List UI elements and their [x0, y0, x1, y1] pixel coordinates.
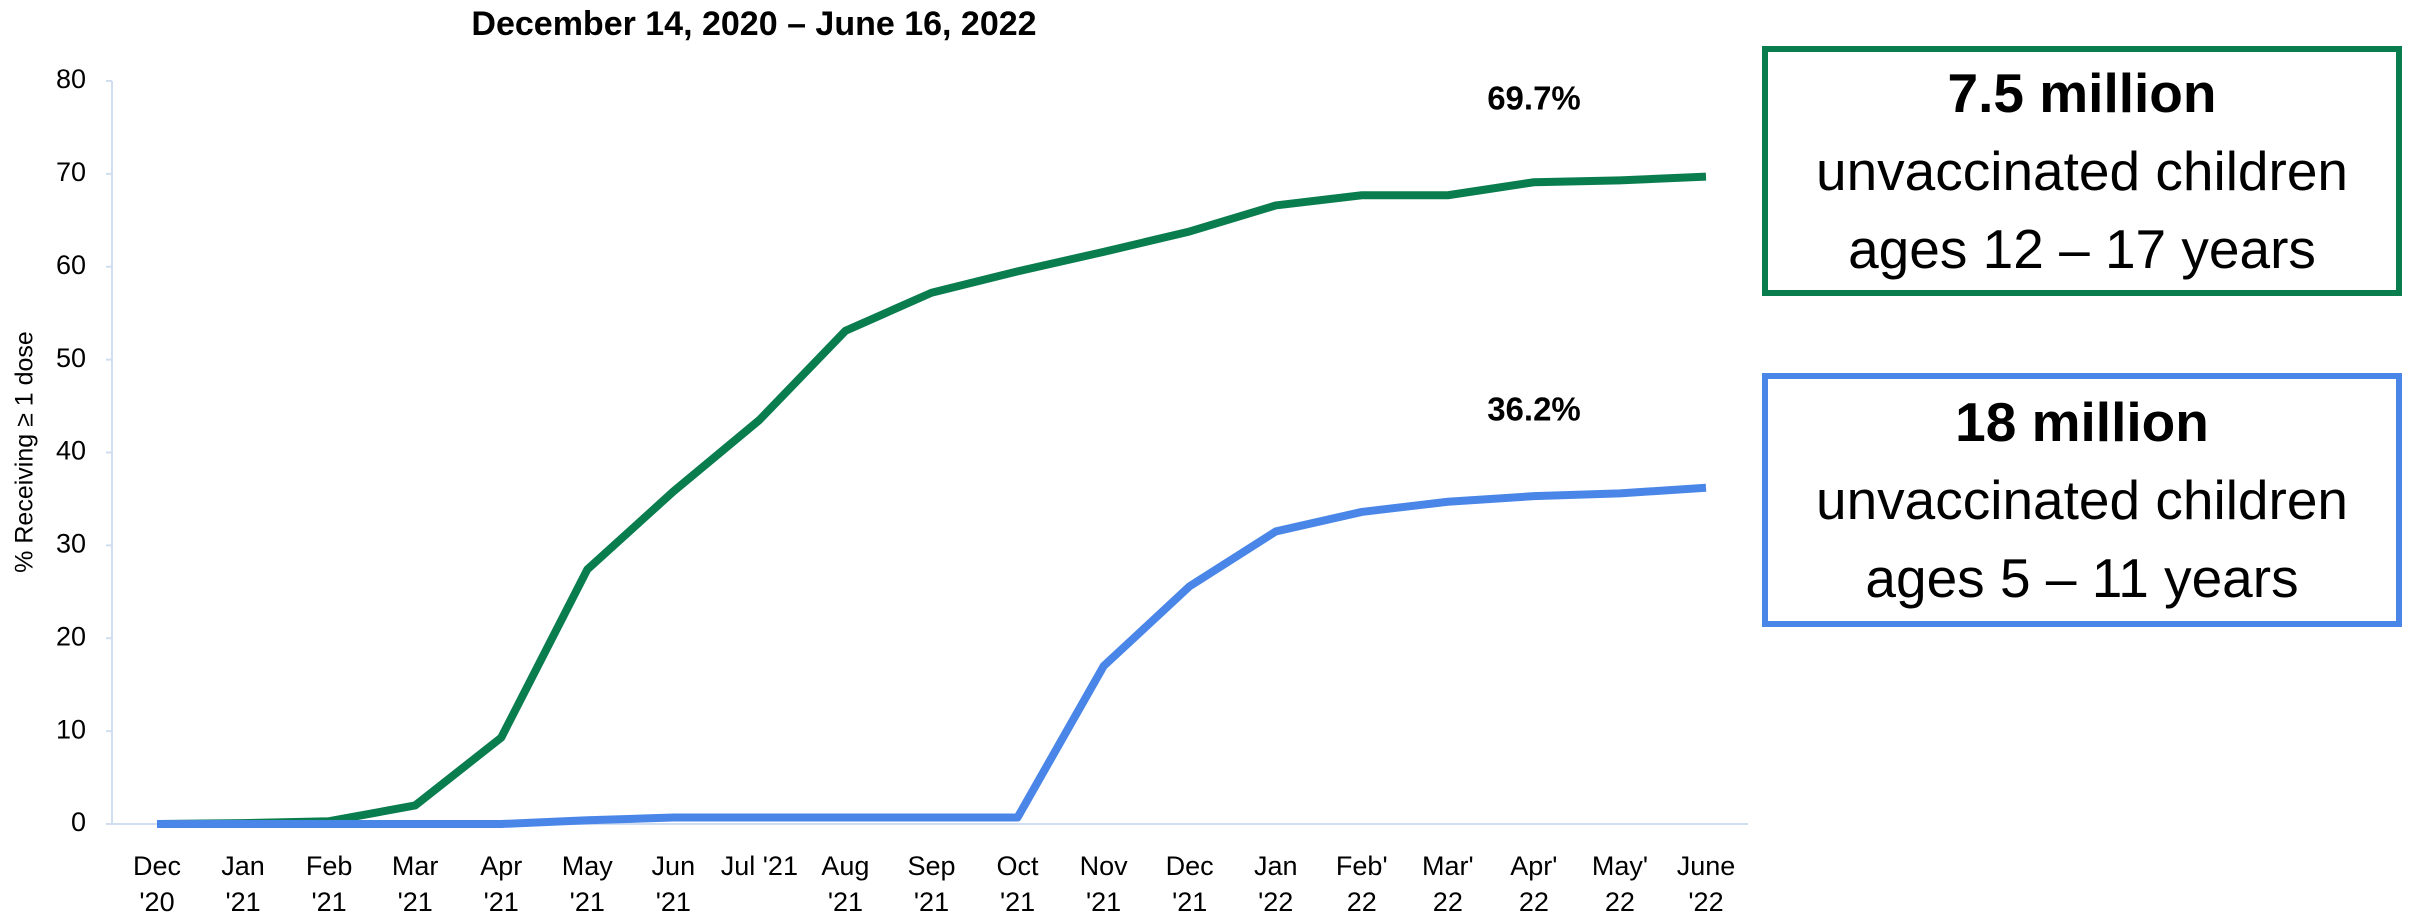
x-tick-label: May '21: [561, 851, 613, 917]
x-tick-label: Aug '21: [821, 851, 870, 917]
y-tick-label: 0: [71, 807, 86, 837]
callout-text: 7.5 million: [1947, 62, 2217, 124]
x-tick-label: Feb '21: [305, 851, 353, 917]
y-axis-label: % Receiving ≥ 1 dose: [11, 331, 39, 573]
chart-title: December 14, 2020 – June 16, 2022: [471, 5, 1036, 43]
x-tick-label: Apr' 22: [1510, 851, 1558, 917]
y-tick-label: 40: [56, 436, 86, 466]
y-tick-label: 80: [56, 64, 86, 94]
callout-text: 18 million: [1955, 391, 2209, 453]
series-line: [157, 483, 1707, 828]
x-tick-label: Apr '21: [480, 851, 523, 917]
y-tick-label: 10: [56, 714, 86, 744]
callout-box: 7.5 million unvaccinated children ages 12 …: [1762, 46, 2402, 296]
y-tick-label: 30: [56, 529, 86, 559]
x-tick-label: Oct '21: [996, 851, 1039, 917]
x-tick-label: Jan '21: [221, 851, 265, 917]
callout-text: ages 12 – 17 years: [1848, 218, 2316, 280]
x-tick-label: June '22: [1676, 851, 1736, 917]
x-tick-label: Sep '21: [907, 851, 956, 917]
x-tick-label: Mar' 22: [1422, 851, 1474, 917]
x-tick-label: Nov '21: [1079, 851, 1128, 917]
x-tick-label: Mar '21: [391, 851, 439, 917]
x-tick-label: Jan '22: [1253, 851, 1298, 917]
y-tick-label: 20: [56, 621, 86, 651]
x-tick-label: Jul '21: [720, 851, 798, 881]
y-tick-label: 70: [56, 157, 86, 187]
y-tick-label: 50: [56, 343, 86, 373]
series-line: [156, 172, 1707, 828]
callout-box: 18 million unvaccinated children ages 5 – …: [1762, 373, 2402, 627]
x-tick-label: Dec '21: [1165, 851, 1214, 917]
callout-text: unvaccinated children: [1815, 469, 2348, 531]
callout-text: unvaccinated children: [1815, 140, 2348, 202]
y-tick-label: 60: [56, 250, 86, 280]
x-tick-label: Jun '21: [651, 851, 696, 917]
data-label: 69.7%: [1487, 79, 1581, 116]
data-label: 36.2%: [1487, 391, 1581, 428]
x-tick-label: Feb' 22: [1335, 851, 1388, 917]
x-tick-label: May' 22: [1591, 851, 1649, 917]
callout-text: ages 5 – 11 years: [1865, 547, 2299, 609]
x-tick-label: Dec '20: [132, 851, 181, 917]
